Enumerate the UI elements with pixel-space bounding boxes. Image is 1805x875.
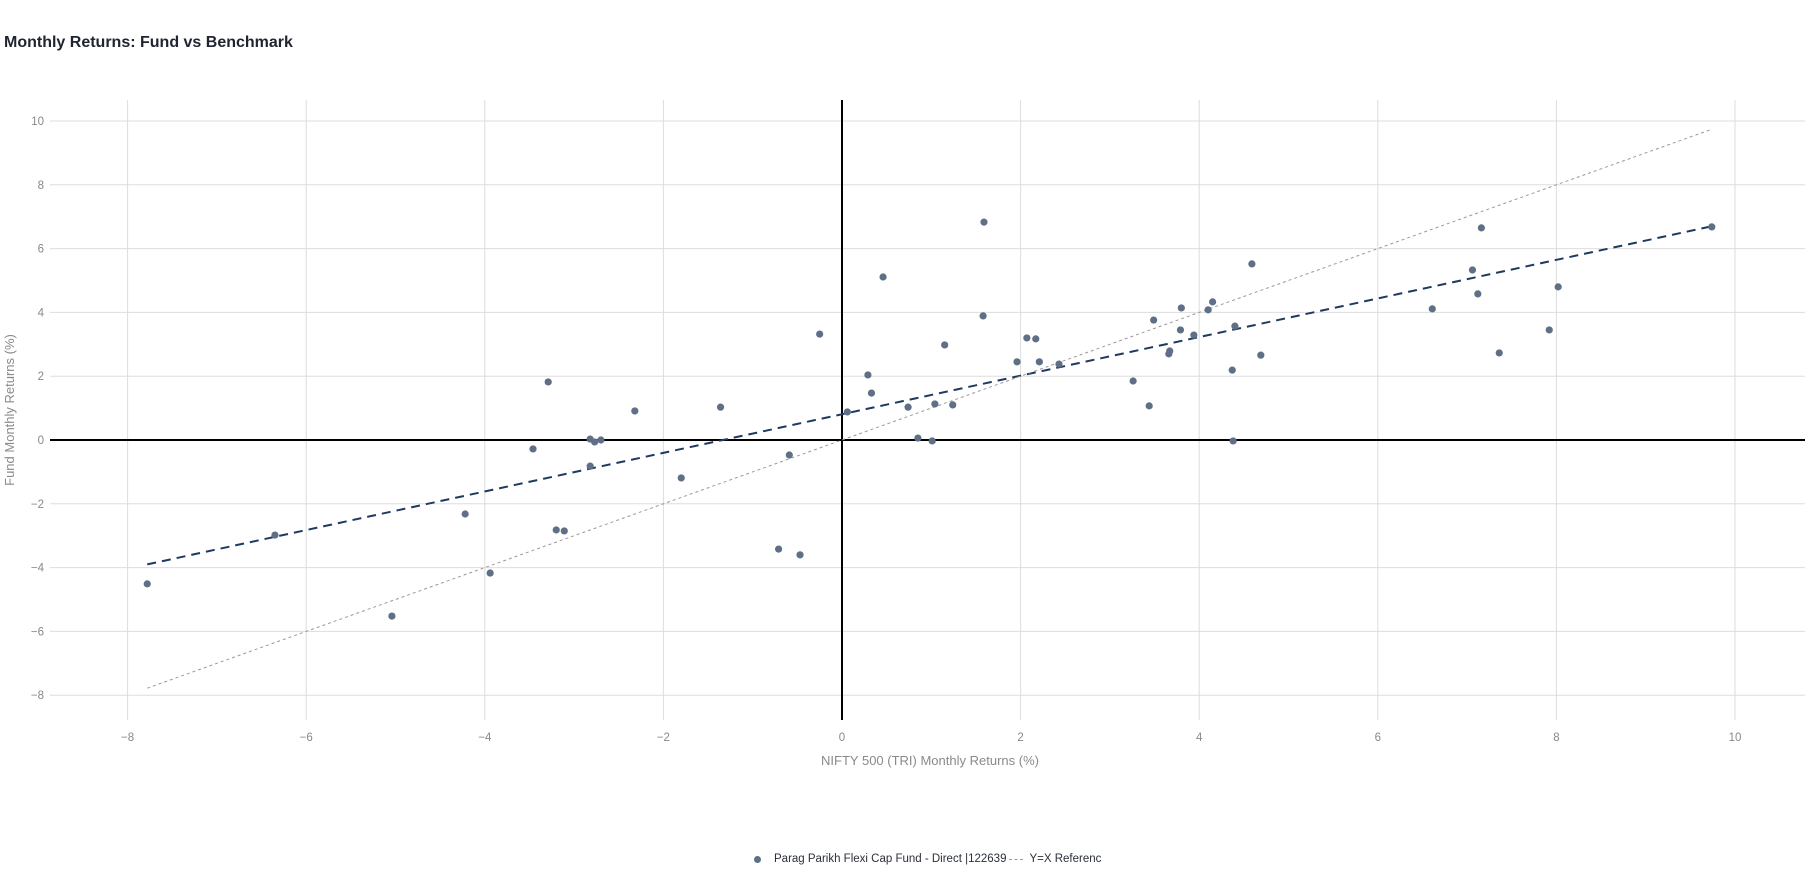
data-point[interactable] (864, 371, 872, 379)
data-point[interactable] (388, 612, 396, 620)
data-point[interactable] (914, 434, 922, 442)
data-points (143, 218, 1716, 620)
svg-text:0: 0 (38, 435, 44, 447)
data-point[interactable] (591, 438, 599, 446)
data-point[interactable] (631, 407, 639, 415)
data-point[interactable] (271, 531, 279, 539)
chart-title: Monthly Returns: Fund vs Benchmark (4, 34, 293, 51)
data-point[interactable] (1545, 326, 1553, 334)
svg-text:−8: −8 (121, 732, 134, 744)
data-point[interactable] (1204, 306, 1212, 314)
data-point[interactable] (586, 462, 594, 470)
svg-text:4: 4 (1196, 732, 1203, 744)
y-axis-label: Fund Monthly Returns (%) (2, 334, 17, 486)
svg-text:10: 10 (1729, 732, 1742, 744)
data-point[interactable] (941, 341, 949, 349)
data-point[interactable] (560, 527, 568, 535)
svg-text:6: 6 (1375, 732, 1381, 744)
data-point[interactable] (1474, 290, 1482, 298)
data-point[interactable] (1495, 349, 1503, 357)
svg-text:−4: −4 (478, 732, 492, 744)
data-point[interactable] (843, 408, 851, 416)
svg-text:0: 0 (839, 732, 845, 744)
trend-lines (147, 128, 1712, 689)
data-point[interactable] (486, 569, 494, 577)
data-point[interactable] (1708, 223, 1716, 231)
data-point[interactable] (1190, 331, 1198, 339)
zero-axes (50, 100, 1805, 720)
data-point[interactable] (1428, 305, 1436, 313)
data-point[interactable] (1177, 304, 1185, 312)
svg-text:−6: −6 (31, 626, 44, 638)
svg-text:−2: −2 (31, 499, 44, 511)
data-point[interactable] (979, 312, 987, 320)
data-point[interactable] (816, 330, 824, 338)
svg-text:2: 2 (1017, 732, 1023, 744)
data-point[interactable] (931, 400, 939, 408)
data-point[interactable] (928, 437, 936, 445)
legend-reference-label[interactable]: Y=X Referenc (1029, 853, 1102, 865)
legend-fund-marker (754, 855, 761, 863)
legend-fund-label[interactable]: Parag Parikh Flexi Cap Fund - Direct |12… (774, 853, 1007, 865)
reference-line (147, 128, 1712, 689)
svg-text:8: 8 (1553, 732, 1559, 744)
data-point[interactable] (1166, 347, 1174, 355)
data-point[interactable] (529, 445, 537, 453)
legend-reference-marker (1009, 858, 1024, 860)
data-point[interactable] (716, 403, 725, 411)
svg-text:−4: −4 (31, 563, 45, 575)
svg-text:10: 10 (31, 116, 44, 128)
data-point[interactable] (980, 218, 988, 226)
data-point[interactable] (879, 273, 887, 281)
data-point[interactable] (867, 389, 876, 397)
legend: Parag Parikh Flexi Cap Fund - Direct |12… (754, 853, 1101, 865)
data-point[interactable] (1176, 326, 1185, 334)
data-point[interactable] (785, 451, 793, 459)
data-point[interactable] (1468, 266, 1477, 274)
data-point[interactable] (1229, 437, 1237, 445)
data-point[interactable] (1257, 351, 1265, 359)
data-point[interactable] (143, 580, 151, 588)
svg-text:−6: −6 (300, 732, 313, 744)
svg-text:2: 2 (38, 371, 44, 383)
data-point[interactable] (597, 436, 605, 444)
data-point[interactable] (544, 378, 552, 386)
data-point[interactable] (1231, 322, 1239, 330)
data-point[interactable] (677, 474, 685, 482)
data-point[interactable] (1023, 334, 1031, 342)
svg-text:−8: −8 (31, 690, 44, 702)
svg-text:8: 8 (38, 180, 44, 192)
data-point[interactable] (904, 403, 912, 411)
data-point[interactable] (1013, 358, 1021, 366)
data-point[interactable] (949, 401, 957, 409)
grid-lines (50, 100, 1805, 720)
data-point[interactable] (1129, 377, 1137, 385)
data-point[interactable] (1208, 298, 1217, 306)
data-point[interactable] (774, 545, 783, 553)
data-point[interactable] (796, 551, 804, 559)
axis-ticks: −8 −6 −4 −2 0 2 4 6 8 10 −8 −6 −4 −2 0 2 4 6 8 10 (31, 116, 1742, 744)
data-point[interactable] (1150, 316, 1158, 324)
svg-text:4: 4 (38, 307, 45, 319)
svg-text:6: 6 (38, 244, 44, 256)
data-point[interactable] (1145, 402, 1153, 410)
data-point[interactable] (1554, 283, 1562, 291)
regression-line (147, 225, 1712, 566)
data-point[interactable] (1248, 260, 1256, 268)
data-point[interactable] (1055, 360, 1063, 368)
data-point[interactable] (1035, 358, 1043, 366)
data-point[interactable] (552, 526, 560, 534)
data-point[interactable] (461, 510, 469, 518)
data-point[interactable] (1228, 366, 1236, 374)
x-axis-label: NIFTY 500 (TRI) Monthly Returns (%) (821, 753, 1039, 768)
data-point[interactable] (1477, 224, 1485, 232)
svg-text:−2: −2 (657, 732, 670, 744)
data-point[interactable] (1032, 335, 1040, 343)
